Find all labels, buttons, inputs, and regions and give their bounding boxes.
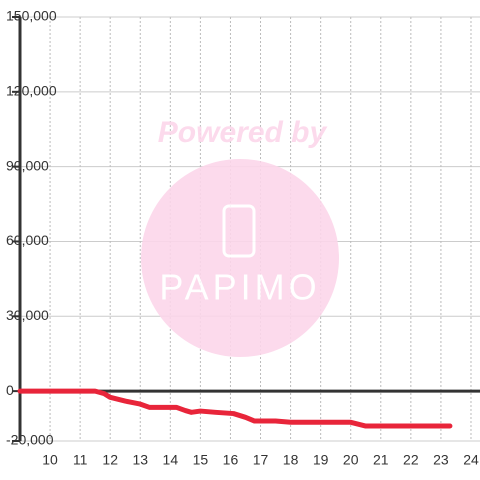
x-tick-label: 23 bbox=[433, 452, 449, 468]
watermark-icon bbox=[222, 204, 256, 258]
x-tick-label: 22 bbox=[403, 452, 419, 468]
watermark-circle bbox=[141, 159, 339, 357]
x-tick-label: 18 bbox=[283, 452, 299, 468]
x-tick-label: 11 bbox=[73, 452, 88, 468]
y-tick-label: 0 bbox=[6, 382, 14, 398]
x-tick-label: 24 bbox=[463, 452, 479, 468]
x-tick-label: 10 bbox=[42, 452, 58, 468]
x-tick-label: 20 bbox=[343, 452, 359, 468]
y-tick-label: 60,000 bbox=[6, 232, 49, 248]
watermark-text: Powered by bbox=[158, 116, 328, 149]
watermark-logo: PAPIMO bbox=[159, 267, 320, 308]
x-tick-label: 16 bbox=[223, 452, 239, 468]
x-tick-label: 17 bbox=[253, 452, 269, 468]
x-tick-label: 13 bbox=[132, 452, 148, 468]
y-tick-label: 30,000 bbox=[6, 307, 49, 323]
y-tick-label: 150,000 bbox=[6, 8, 57, 24]
watermark: Powered by PAPIMO bbox=[141, 116, 339, 357]
x-tick-label: 12 bbox=[102, 452, 118, 468]
line bbox=[17, 388, 453, 429]
y-tick-label: -20,000 bbox=[6, 432, 54, 448]
x-tick-label: 21 bbox=[373, 452, 389, 468]
x-tick-label: 19 bbox=[313, 452, 329, 468]
y-tick-label: 90,000 bbox=[6, 157, 49, 173]
x-tick-label: 14 bbox=[163, 452, 179, 468]
x-tick-label: 15 bbox=[193, 452, 209, 468]
y-tick-label: 120,000 bbox=[6, 83, 57, 99]
